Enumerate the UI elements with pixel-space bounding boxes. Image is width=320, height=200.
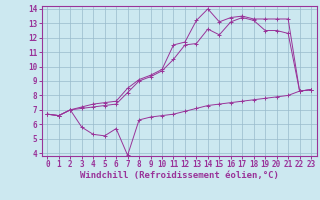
X-axis label: Windchill (Refroidissement éolien,°C): Windchill (Refroidissement éolien,°C) [80, 171, 279, 180]
